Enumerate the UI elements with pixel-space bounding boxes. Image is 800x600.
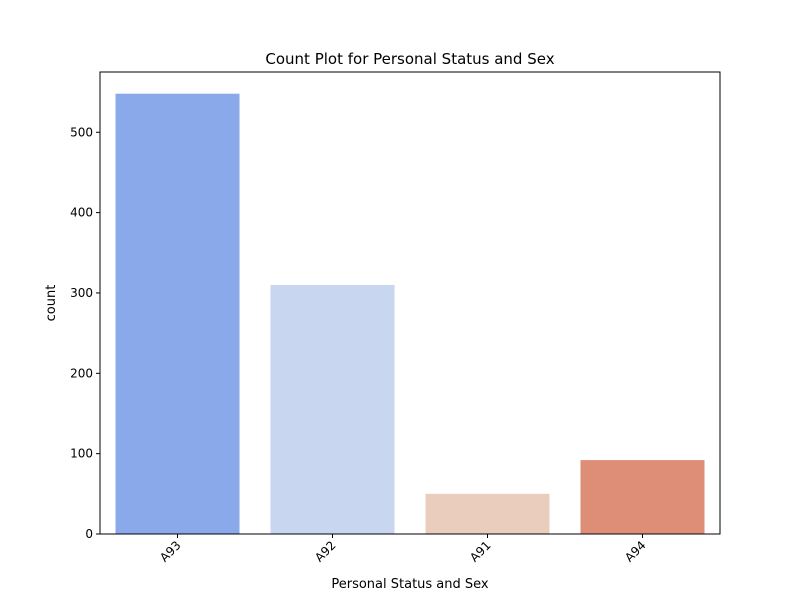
- x-axis-label: Personal Status and Sex: [331, 577, 489, 592]
- y-tick-label: 400: [70, 206, 93, 220]
- y-tick-label: 100: [70, 447, 93, 461]
- y-axis: 0 100 200 300 400 500: [70, 125, 100, 541]
- y-tick-label: 0: [85, 527, 93, 541]
- y-tick-label: 300: [70, 286, 93, 300]
- chart-title: Count Plot for Personal Status and Sex: [265, 50, 554, 68]
- x-axis: A93 A92 A91 A94: [157, 534, 649, 565]
- x-tick-label: A93: [157, 538, 184, 565]
- bars: [115, 93, 705, 535]
- y-tick-label: 200: [70, 366, 93, 380]
- y-tick-label: 500: [70, 125, 93, 139]
- x-tick-label: A91: [467, 538, 494, 565]
- bar-a92: [270, 284, 395, 534]
- bar-a93: [115, 93, 240, 535]
- x-tick-label: A94: [622, 538, 649, 565]
- x-tick-label: A92: [312, 538, 339, 565]
- bar-a91: [425, 493, 550, 534]
- plot-frame: [99, 71, 721, 535]
- y-axis-label: count: [44, 285, 59, 322]
- bar-a94: [580, 460, 705, 534]
